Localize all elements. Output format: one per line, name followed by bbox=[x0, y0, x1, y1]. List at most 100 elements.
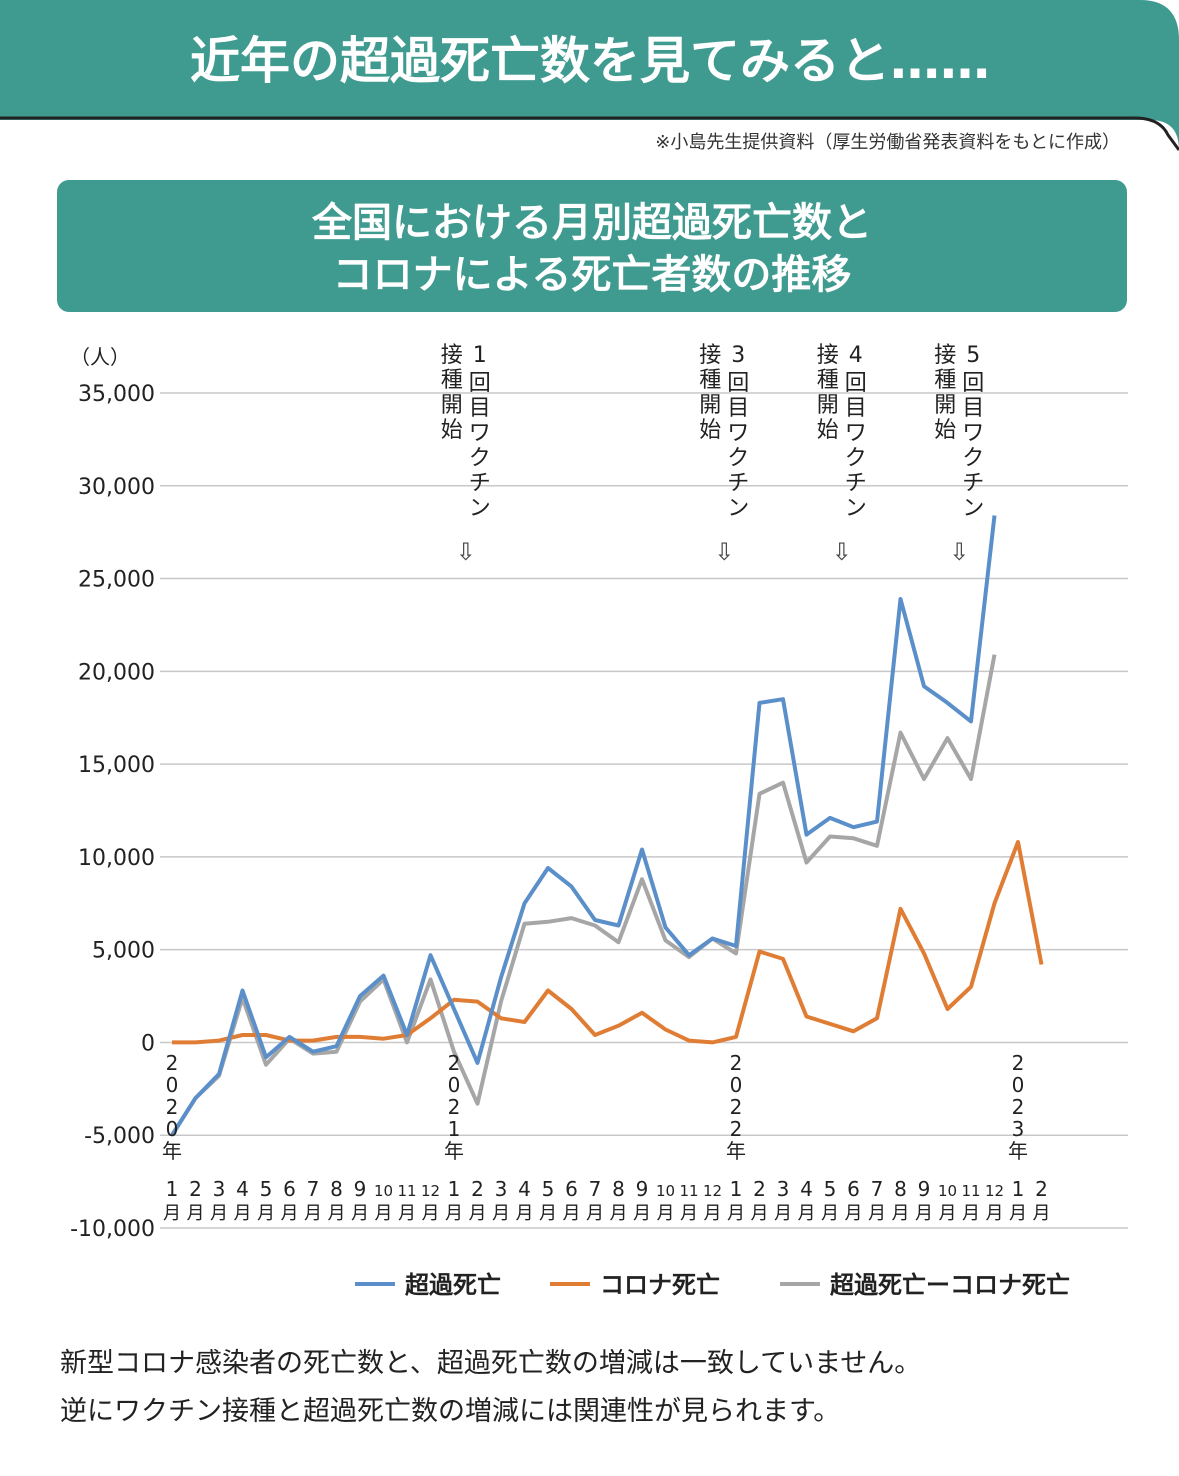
chart-title-line2: コロナによる死亡者数の推移 bbox=[333, 252, 852, 298]
annotation-char: 接 bbox=[699, 343, 721, 368]
annotation-arrow: ⇩ bbox=[949, 538, 969, 566]
month-number: 1 bbox=[1012, 1177, 1025, 1201]
chart-title-line1: 全国における月別超過死亡数と bbox=[311, 200, 872, 246]
year-char: 2 bbox=[448, 1095, 461, 1119]
annotation-char: ワ bbox=[727, 421, 749, 446]
annotation-char: 接 bbox=[817, 343, 839, 368]
month-suffix: 月 bbox=[257, 1203, 275, 1224]
annotation-char: 始 bbox=[817, 418, 839, 443]
month-suffix: 月 bbox=[892, 1203, 910, 1224]
month-suffix: 月 bbox=[469, 1203, 487, 1224]
y-tick-label: 0 bbox=[141, 1031, 155, 1056]
x-axis-labels: 1月2月3月4月5月6月7月8月9月10月11月12月1月2月3月4月5月6月7… bbox=[162, 1051, 1051, 1224]
month-suffix: 月 bbox=[445, 1203, 463, 1224]
x-tick-label: 2月 bbox=[1033, 1177, 1051, 1224]
annotation-arrow: ⇩ bbox=[714, 538, 734, 566]
month-number: 9 bbox=[918, 1177, 931, 1201]
x-tick-label: 11 月 bbox=[397, 1182, 416, 1224]
month-number: 2 bbox=[471, 1177, 484, 1201]
series-line bbox=[170, 515, 997, 1137]
month-suffix: 月 bbox=[704, 1203, 722, 1224]
annotation-char: 目 bbox=[962, 396, 984, 421]
month-suffix: 月 bbox=[962, 1203, 980, 1224]
annotation-number: 4 bbox=[849, 343, 863, 368]
legend-item: 超過死亡 bbox=[355, 1271, 501, 1299]
month-suffix: 月 bbox=[187, 1203, 205, 1224]
x-tick-label: 1月 bbox=[163, 1177, 181, 1224]
annotation-char: 回 bbox=[962, 371, 984, 396]
annotation-char: 回 bbox=[469, 371, 491, 396]
year-char: 3 bbox=[1012, 1117, 1025, 1141]
page-frame-line bbox=[0, 116, 1179, 151]
year-char: 2 bbox=[166, 1051, 179, 1075]
month-number: 10 bbox=[656, 1182, 675, 1200]
x-tick-label: 12 月 bbox=[421, 1182, 440, 1224]
month-number: 2 bbox=[189, 1177, 202, 1201]
x-tick-label: 2月 bbox=[751, 1177, 769, 1224]
annotation-char: 種 bbox=[441, 368, 463, 393]
annotation-char: 目 bbox=[845, 396, 867, 421]
month-number: 10 bbox=[938, 1182, 957, 1200]
x-tick-label: 10 月 bbox=[656, 1182, 675, 1224]
legend-label: コロナ死亡 bbox=[600, 1271, 720, 1299]
x-tick-label: 5月 bbox=[257, 1177, 275, 1224]
year-char: 0 bbox=[448, 1073, 461, 1097]
month-suffix: 月 bbox=[821, 1203, 839, 1224]
month-number: 9 bbox=[354, 1177, 367, 1201]
month-number: 1 bbox=[730, 1177, 743, 1201]
month-suffix: 月 bbox=[845, 1203, 863, 1224]
annotation-char: 開 bbox=[441, 393, 463, 418]
month-suffix: 月 bbox=[1009, 1203, 1027, 1224]
x-tick-label: 4月 bbox=[798, 1177, 816, 1224]
caption-line1: 新型コロナ感染者の死亡数と、超過死亡数の増減は一致していません。 bbox=[60, 1348, 922, 1379]
annotation-char: 接 bbox=[934, 343, 956, 368]
month-number: 3 bbox=[495, 1177, 508, 1201]
x-tick-label: 6月 bbox=[281, 1177, 299, 1224]
annotation-char: 開 bbox=[699, 393, 721, 418]
caption: 新型コロナ感染者の死亡数と、超過死亡数の増減は一致していません。 逆にワクチン接… bbox=[60, 1340, 1160, 1436]
month-suffix: 月 bbox=[210, 1203, 228, 1224]
month-number: 4 bbox=[518, 1177, 531, 1201]
annotation-char: ク bbox=[845, 446, 867, 471]
annotation-char: チ bbox=[727, 471, 749, 496]
month-number: 5 bbox=[824, 1177, 837, 1201]
month-suffix: 月 bbox=[727, 1203, 745, 1224]
caption-line2: 逆にワクチン接種と超過死亡数の増減には関連性が見られます。 bbox=[60, 1396, 841, 1427]
legend-label: 超過死亡 bbox=[405, 1271, 501, 1299]
y-tick-label: 10,000 bbox=[78, 846, 155, 871]
x-tick-label: 9月 bbox=[633, 1177, 651, 1224]
month-number: 7 bbox=[871, 1177, 884, 1201]
month-number: 7 bbox=[589, 1177, 602, 1201]
grid-layer: 35,000 30,000 25,000 20,000 15,000 10,000 5,00… bbox=[70, 382, 1128, 1242]
annotation-char: ク bbox=[469, 446, 491, 471]
annotation-char: 目 bbox=[727, 396, 749, 421]
source-note: ※小島先生提供資料（厚生労働省発表資料をもとに作成） bbox=[655, 132, 1120, 153]
y-tick-label: 5,000 bbox=[92, 939, 155, 964]
chart-title-box bbox=[57, 180, 1127, 312]
annotation-char: ン bbox=[962, 496, 984, 521]
y-tick-label: 30,000 bbox=[78, 475, 155, 500]
legend-item: コロナ死亡 bbox=[550, 1271, 720, 1299]
month-suffix: 月 bbox=[680, 1203, 698, 1224]
annotation-char: ワ bbox=[845, 421, 867, 446]
annotation-char: 始 bbox=[934, 418, 956, 443]
month-number: 12 bbox=[703, 1182, 722, 1200]
month-suffix: 月 bbox=[986, 1203, 1004, 1224]
annotation-char: 開 bbox=[817, 393, 839, 418]
month-suffix: 月 bbox=[234, 1203, 252, 1224]
legend-item: 超過死亡ーコロナ死亡 bbox=[780, 1271, 1070, 1299]
year-char: 年 bbox=[162, 1139, 182, 1163]
legend: 超過死亡 コロナ死亡 超過死亡ーコロナ死亡 bbox=[355, 1271, 1070, 1299]
month-suffix: 月 bbox=[939, 1203, 957, 1224]
year-char: 年 bbox=[726, 1139, 746, 1163]
x-tick-label: 1月 bbox=[727, 1177, 745, 1224]
month-suffix: 月 bbox=[868, 1203, 886, 1224]
annotation-char: 回 bbox=[845, 371, 867, 396]
x-tick-label: 2月 bbox=[187, 1177, 205, 1224]
x-tick-label: 10 月 bbox=[374, 1182, 393, 1224]
